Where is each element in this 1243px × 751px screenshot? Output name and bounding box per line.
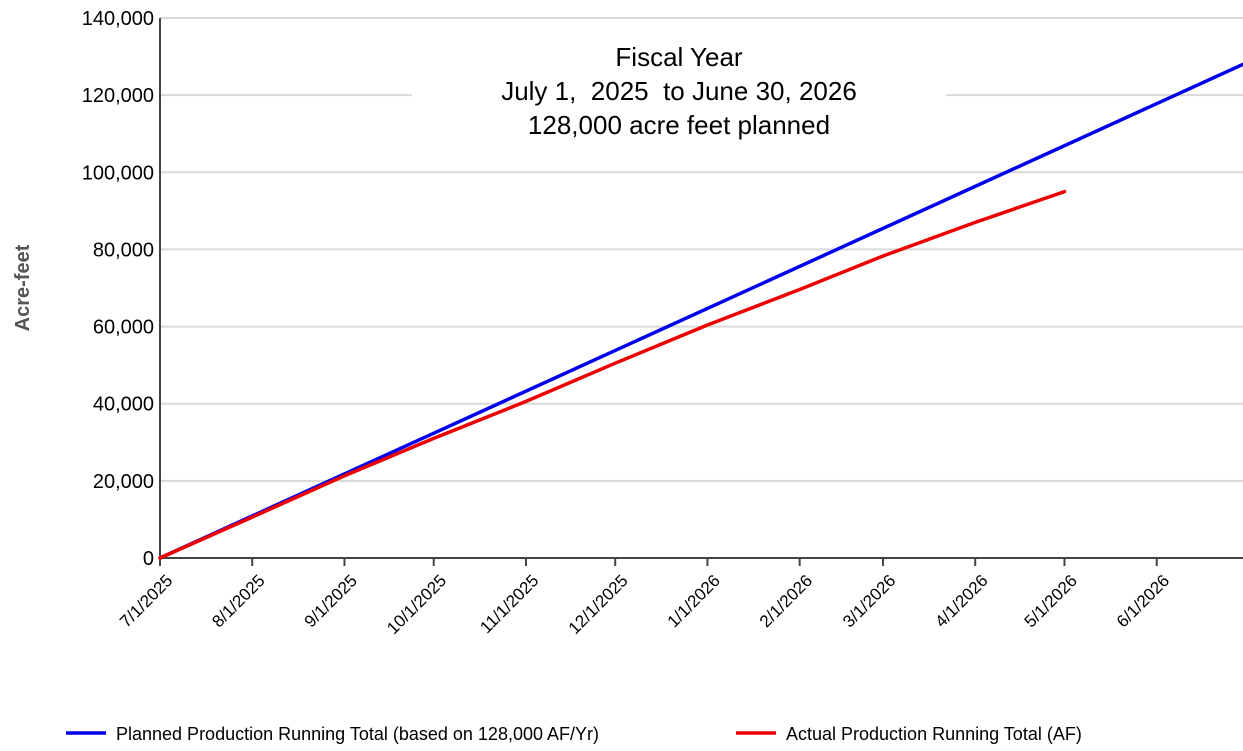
x-tick-label: 1/1/2026 [664, 571, 724, 631]
y-tick-label: 40,000 [93, 394, 154, 416]
legend: Planned Production Running Total (based … [66, 724, 1082, 744]
x-tick-label: 12/1/2025 [565, 571, 632, 638]
series [158, 62, 1243, 560]
x-tick-label: 9/1/2025 [301, 571, 361, 631]
x-tick-label: 10/1/2025 [383, 571, 450, 638]
x-tick-label: 11/1/2025 [476, 571, 542, 637]
x-tick-label: 3/1/2026 [839, 571, 899, 631]
annotation-line-2: July 1, 2025 to June 30, 2026 [501, 76, 857, 106]
y-tick-label: 0 [143, 548, 154, 570]
y-tick-label: 20,000 [93, 471, 154, 493]
x-tick-label: 2/1/2026 [756, 571, 816, 631]
annotation-background [412, 36, 946, 146]
series-line-2 [158, 189, 1067, 560]
x-tick-label: 5/1/2026 [1021, 571, 1081, 631]
x-tick-label: 8/1/2025 [208, 571, 268, 631]
y-axis-title: Acre-feet [12, 244, 34, 331]
annotation-line-3: 128,000 acre feet planned [528, 110, 830, 140]
x-tick-label: 4/1/2026 [931, 571, 991, 631]
y-tick-label: 60,000 [93, 317, 154, 339]
x-tick-label: 6/1/2026 [1113, 571, 1173, 631]
legend-label-1: Planned Production Running Total (based … [116, 724, 599, 744]
y-tick-label: 140,000 [82, 8, 154, 30]
annotation: Fiscal Year July 1, 2025 to June 30, 202… [501, 42, 857, 140]
annotation-line-1: Fiscal Year [615, 42, 743, 72]
y-tick-label: 80,000 [93, 239, 154, 261]
y-tick-label: 120,000 [82, 85, 154, 107]
x-tick-label: 7/1/2025 [116, 571, 176, 631]
legend-label-2: Actual Production Running Total (AF) [786, 724, 1082, 744]
y-tick-label: 100,000 [82, 162, 154, 184]
